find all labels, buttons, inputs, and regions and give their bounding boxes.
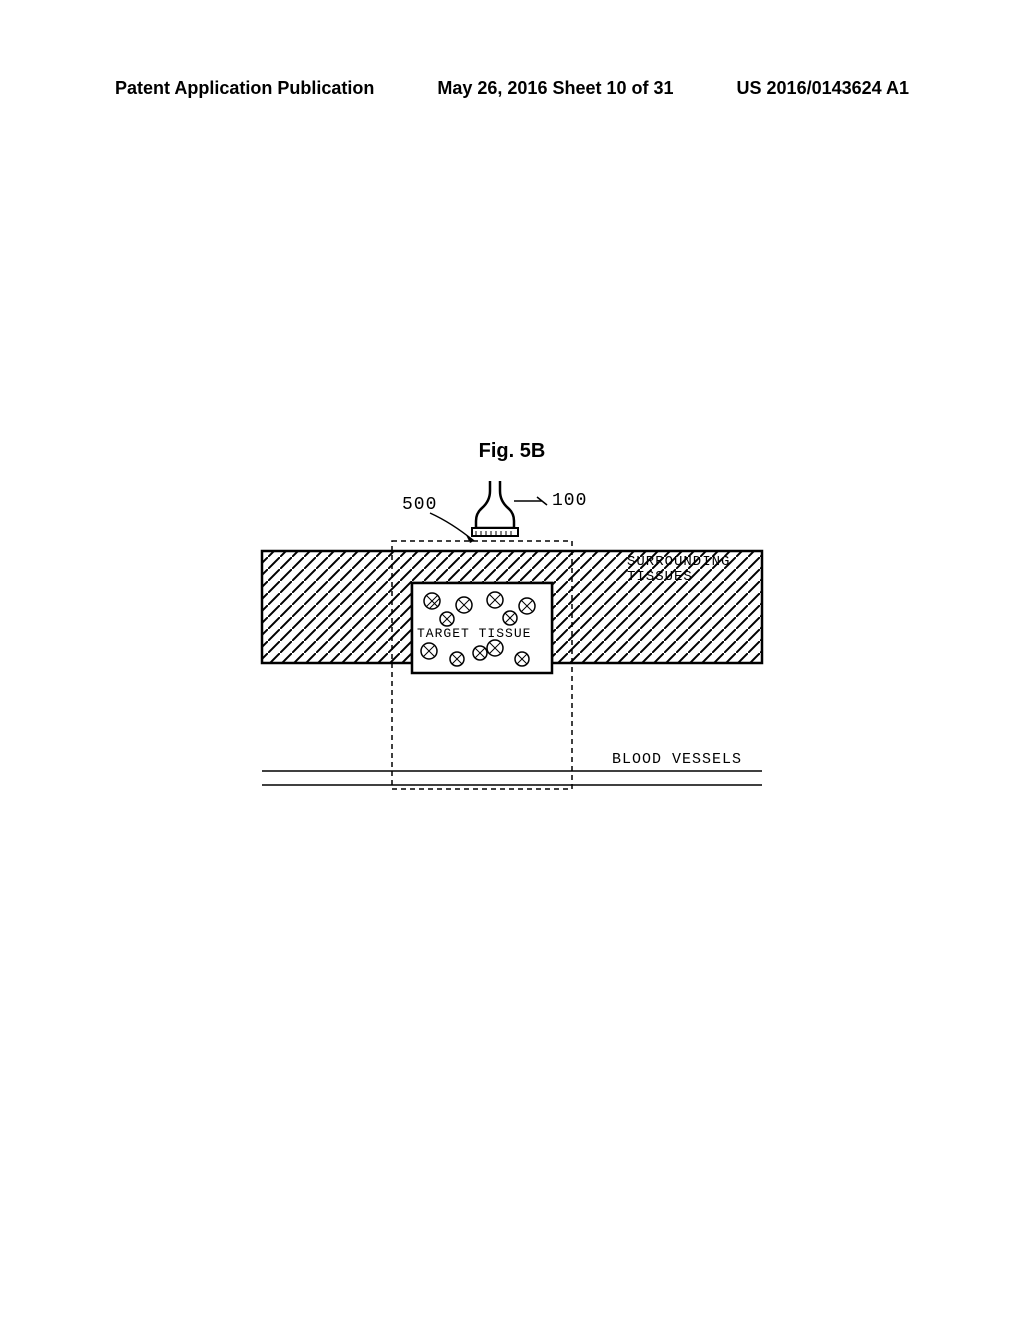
- probe-icon: [472, 481, 518, 536]
- ref-500: 500: [402, 495, 437, 515]
- page-header: Patent Application Publication May 26, 2…: [0, 78, 1024, 99]
- label-blood: BLOOD VESSELS: [612, 751, 742, 768]
- label-surrounding: SURROUNDING TISSUES: [627, 555, 757, 586]
- label-target: TARGET TISSUE: [417, 626, 531, 641]
- header-center: May 26, 2016 Sheet 10 of 31: [437, 78, 673, 99]
- ref-100: 100: [552, 491, 587, 511]
- leader-500: [430, 513, 474, 543]
- figure-5b: Fig. 5B: [232, 440, 792, 820]
- blood-vessels: [262, 771, 762, 785]
- header-left: Patent Application Publication: [115, 78, 374, 99]
- diagram: 500 100 SURROUNDING TISSUES TARGET TISSU…: [232, 473, 792, 813]
- header-right: US 2016/0143624 A1: [737, 78, 909, 99]
- figure-title: Fig. 5B: [232, 440, 792, 463]
